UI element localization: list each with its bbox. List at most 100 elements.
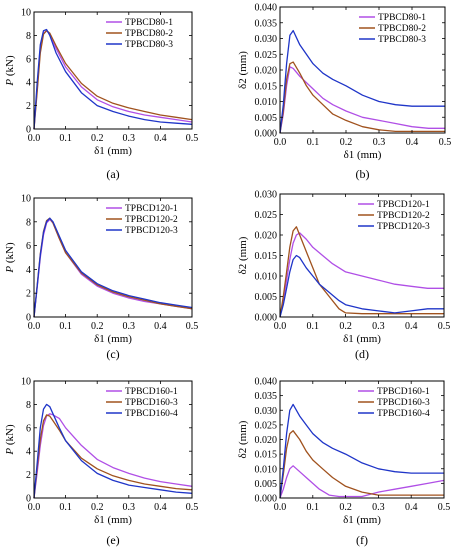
series-line <box>279 61 445 134</box>
panel-d: 0.0 0.1 0.2 0.3 0.4 0.5 0.000 0.005 0.010 0.015 0.… <box>237 190 450 362</box>
y-axis-label: P (kN) <box>4 55 16 87</box>
y-axis-label-unit: (kN) <box>4 242 16 266</box>
panel-label: (e) <box>106 533 119 547</box>
x-tick-label: 0.2 <box>91 502 104 513</box>
y-tick-label: 0.015 <box>255 450 278 461</box>
panel-c: 0.0 0.1 0.2 0.3 0.4 0.5 0 2 4 6 8 10 δ1 (mm) P (kN) TP… <box>4 194 198 362</box>
y-tick-label: 8 <box>26 31 31 42</box>
series-line <box>33 413 193 499</box>
x-tick-label: 0.5 <box>439 137 452 148</box>
x-tick-label: 0.3 <box>123 321 136 332</box>
y-tick-label: 6 <box>26 241 31 252</box>
y-tick-label: 8 <box>26 400 31 411</box>
series-line <box>33 414 193 499</box>
legend-label: TPBCD120-3 <box>377 222 430 232</box>
x-tick-label: 0.5 <box>438 321 451 332</box>
y-axis-label-symbol: P <box>4 266 16 274</box>
y-tick-label: 0 <box>26 313 31 324</box>
plot-frame <box>33 197 193 318</box>
y-tick-label: 0.000 <box>255 129 278 140</box>
x-axis-label: δ1 (mm) <box>94 514 132 526</box>
y-tick-label: 0.025 <box>255 420 278 431</box>
y-axis-label: P (kN) <box>4 242 16 274</box>
x-tick-label: 0.4 <box>406 137 419 148</box>
legend-label: TPBCD120-2 <box>377 211 430 221</box>
y-tick-label: 2 <box>26 101 31 112</box>
legend-label: TPBCD120-2 <box>125 215 178 225</box>
x-tick-label: 0.5 <box>186 133 199 144</box>
panel-label: (b) <box>356 167 370 181</box>
x-tick-label: 0.4 <box>154 502 167 513</box>
legend-label: TPBCD80-2 <box>378 24 426 34</box>
x-tick-label: 0.2 <box>339 502 352 513</box>
y-tick-label: 2 <box>26 289 31 300</box>
legend-label: TPBCD160-4 <box>377 409 430 419</box>
x-tick-label: 0.0 <box>28 133 41 144</box>
x-tick-label: 0.2 <box>339 321 352 332</box>
panel-f: 0.0 0.1 0.2 0.3 0.4 0.5 0.000 0.005 0.010 0.015 0.… <box>237 377 450 548</box>
y-tick-label: 8 <box>26 217 31 228</box>
x-tick-label: 0.1 <box>59 133 72 144</box>
y-axis-label-symbol: P <box>4 448 16 456</box>
legend-label: TPBCD120-1 <box>125 204 178 214</box>
panel-label: (a) <box>106 167 119 181</box>
legend-label: TPBCD80-3 <box>378 35 426 45</box>
y-tick-label: 6 <box>26 423 31 434</box>
legend-label: TPBCD80-3 <box>125 40 173 50</box>
x-tick-label: 0.5 <box>186 321 199 332</box>
y-tick-label: 0.005 <box>255 292 278 303</box>
series-line <box>279 66 445 134</box>
y-axis-label: δ2 (mm) <box>237 51 249 89</box>
x-tick-label: 0.3 <box>373 137 386 148</box>
y-tick-label: 4 <box>26 447 31 458</box>
x-tick-label: 0.4 <box>154 321 167 332</box>
y-tick-label: 0.005 <box>255 113 278 124</box>
legend-label: TPBCD80-1 <box>378 13 426 23</box>
legend-label: TPBCD160-3 <box>125 398 178 408</box>
y-tick-label: 2 <box>26 470 31 481</box>
panel-e: 0.0 0.1 0.2 0.3 0.4 0.5 0 2 4 6 8 10 δ1 (mm) P (kN) TP… <box>4 377 198 548</box>
x-axis-label: δ1 (mm) <box>343 514 381 526</box>
series-line <box>33 217 193 318</box>
series-line <box>33 28 193 130</box>
plot-frame <box>33 380 193 499</box>
x-tick-label: 0.4 <box>154 133 167 144</box>
legend-label: TPBCD120-1 <box>377 200 430 210</box>
x-tick-label: 0.1 <box>307 137 320 148</box>
legend-label: TPBCD80-1 <box>125 18 173 28</box>
y-axis-label: P (kN) <box>4 424 16 456</box>
y-tick-label: 0.000 <box>255 313 278 324</box>
x-tick-label: 0.3 <box>123 502 136 513</box>
y-tick-label: 0 <box>26 494 31 505</box>
y-tick-label: 0.035 <box>255 391 278 402</box>
legend-label: TPBCD160-1 <box>377 387 430 397</box>
x-tick-label: 0.1 <box>307 321 320 332</box>
x-tick-label: 0.5 <box>186 502 199 513</box>
x-tick-label: 0.0 <box>28 321 41 332</box>
x-tick-label: 0.3 <box>123 133 136 144</box>
y-tick-label: 0.020 <box>255 435 278 446</box>
y-tick-label: 6 <box>26 54 31 65</box>
y-tick-label: 0.020 <box>255 231 278 242</box>
series-line <box>279 430 444 499</box>
x-tick-label: 0.1 <box>59 321 72 332</box>
y-tick-label: 0 <box>26 125 31 136</box>
y-tick-label: 0.015 <box>255 81 278 92</box>
panel-b: 0.0 0.1 0.2 0.3 0.4 0.5 0.000 0.005 0.010 0.015 0.… <box>237 3 451 182</box>
y-tick-label: 10 <box>21 194 31 205</box>
x-tick-label: 0.4 <box>405 321 418 332</box>
legend-label: TPBCD80-2 <box>125 29 173 39</box>
y-tick-label: 0.005 <box>255 479 278 490</box>
series-line <box>33 30 193 130</box>
series-line <box>33 403 193 499</box>
series-line <box>279 254 444 318</box>
x-tick-label: 0.1 <box>59 502 72 513</box>
y-axis-label: δ2 (mm) <box>237 420 249 458</box>
series-line <box>279 232 444 318</box>
y-tick-label: 4 <box>26 265 31 276</box>
x-axis-label: δ1 (mm) <box>343 333 381 345</box>
x-tick-label: 0.3 <box>372 321 385 332</box>
y-tick-label: 0.030 <box>255 34 278 45</box>
x-tick-label: 0.0 <box>274 137 287 148</box>
x-tick-label: 0.0 <box>28 502 41 513</box>
